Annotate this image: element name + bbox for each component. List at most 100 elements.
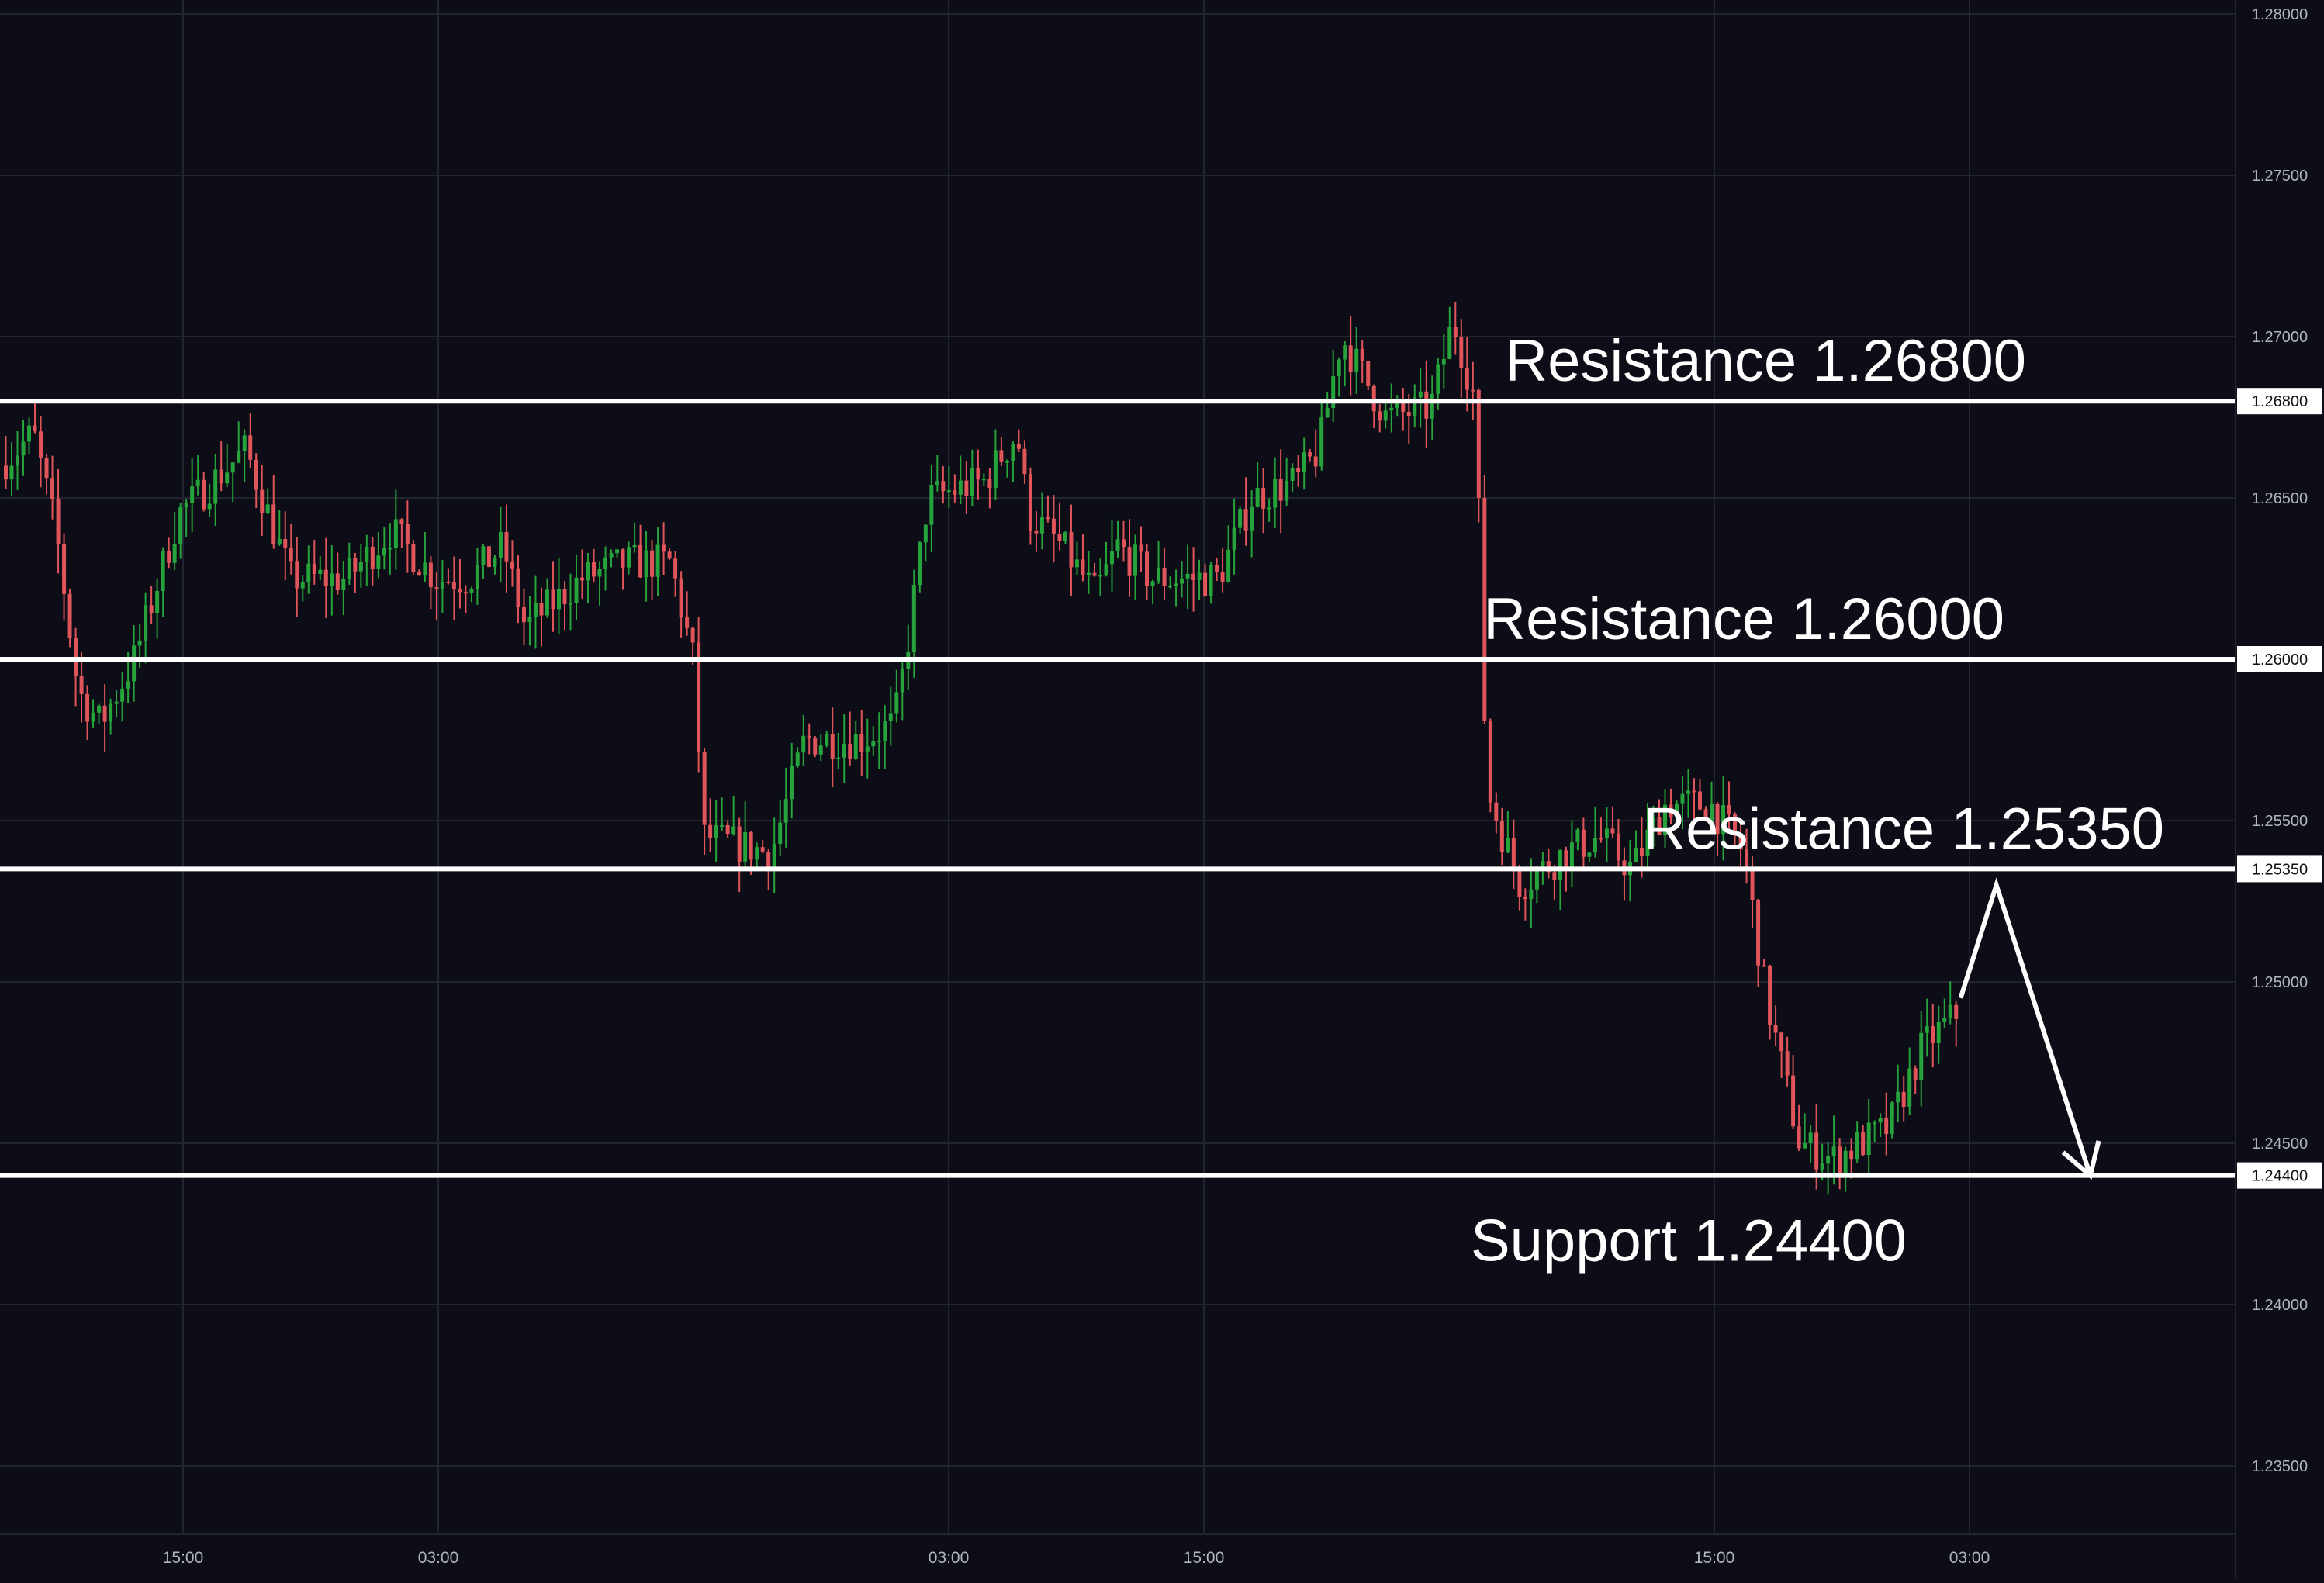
candle-body	[27, 425, 32, 442]
candle-body	[1459, 337, 1464, 368]
candle-body	[807, 735, 811, 738]
candle-body	[1499, 821, 1504, 852]
candle-body	[1371, 385, 1376, 412]
candle-body	[999, 450, 1004, 462]
candle-body	[1610, 828, 1615, 834]
candle-body	[894, 692, 899, 714]
candle-body	[1896, 1091, 1900, 1103]
candle-body	[1808, 1132, 1813, 1143]
candle-body	[283, 539, 288, 548]
candle-body	[79, 676, 84, 694]
candle-body	[1721, 805, 1726, 835]
candle-body	[440, 581, 444, 589]
candle-body	[539, 603, 544, 616]
price-badge	[2237, 1162, 2322, 1189]
candle-body	[1686, 790, 1691, 794]
candle-body	[446, 581, 451, 583]
candle-body	[248, 435, 253, 460]
candle-body	[376, 555, 381, 569]
candle-body	[493, 557, 497, 567]
candle-body	[1552, 872, 1557, 880]
candle-body	[1797, 1126, 1801, 1149]
candle-body	[1890, 1102, 1894, 1135]
candle-body	[1180, 578, 1184, 584]
candle-body	[1447, 327, 1452, 359]
candle-body	[1104, 564, 1108, 575]
candle-body	[609, 553, 614, 558]
candle-body	[953, 490, 957, 495]
projection-arrow	[1958, 877, 2101, 1180]
price-badge-label: 1.26800	[2252, 393, 2308, 410]
candle-body	[1785, 1051, 1790, 1076]
candle-body	[428, 562, 433, 588]
x-tick-label: 15:00	[1694, 1549, 1735, 1567]
candle-body	[679, 578, 683, 618]
candle-body	[382, 548, 386, 556]
candle-body	[1226, 549, 1231, 582]
candle-body	[1907, 1068, 1912, 1108]
candle-body	[825, 734, 829, 746]
candle-body	[1430, 393, 1434, 419]
candle-body	[737, 826, 742, 862]
candle-body	[1319, 417, 1324, 467]
candle-body	[865, 746, 870, 752]
candle-body	[504, 532, 509, 562]
y-tick-label: 1.25000	[2252, 974, 2308, 991]
candle-body	[1034, 531, 1039, 534]
level-label: Resistance 1.26000	[1483, 586, 2004, 652]
candle-body	[213, 469, 218, 504]
x-tick-label: 15:00	[1184, 1549, 1225, 1567]
candle-body	[1209, 565, 1213, 596]
candle-body	[1081, 559, 1085, 575]
candle-body	[1919, 1032, 1924, 1080]
candle-body	[1185, 573, 1190, 579]
candle-body	[312, 563, 316, 574]
candle-body	[1750, 867, 1755, 900]
candle-body	[1069, 532, 1074, 568]
candle-body	[230, 462, 235, 473]
candle-body	[126, 681, 130, 689]
candle-body	[987, 479, 992, 488]
candle-body	[1657, 817, 1662, 836]
candle-body	[900, 668, 904, 693]
candle-body	[1302, 452, 1306, 472]
candle-body	[399, 519, 404, 524]
candle-body	[1215, 565, 1219, 572]
price-badge-label: 1.26000	[2252, 652, 2308, 669]
candle-body	[1756, 900, 1761, 966]
candle-body	[1936, 1021, 1941, 1043]
candle-body	[1267, 507, 1271, 510]
candle-body	[1826, 1156, 1831, 1164]
candle-body	[510, 561, 514, 569]
candle-body	[486, 546, 491, 567]
price-badge	[2237, 855, 2322, 883]
candle-body	[1220, 572, 1225, 582]
y-tick-label: 1.23500	[2252, 1458, 2308, 1475]
candle-body	[475, 565, 479, 589]
candle-body	[1680, 793, 1685, 804]
candle-body	[365, 546, 369, 562]
candle-body	[644, 550, 648, 578]
candle-body	[1511, 838, 1516, 869]
price-badge-label: 1.24400	[2252, 1168, 2308, 1185]
candle-body	[888, 713, 893, 722]
candle-body	[592, 562, 597, 577]
candle-body	[685, 617, 690, 628]
candle-body	[521, 607, 526, 623]
candle-body	[760, 847, 765, 852]
candle-body	[1313, 456, 1318, 467]
candle-body	[149, 605, 154, 613]
candle-body	[132, 645, 137, 682]
candle-body	[1476, 389, 1481, 498]
candle-body	[1541, 861, 1545, 871]
candle-body	[772, 844, 776, 870]
candle-body	[85, 693, 90, 722]
candle-body	[1831, 1146, 1836, 1156]
candle-body	[1639, 847, 1644, 856]
candle-body	[411, 544, 416, 572]
candle-body	[1878, 1117, 1883, 1123]
candle-body	[941, 481, 946, 492]
candle-body	[1436, 364, 1440, 394]
